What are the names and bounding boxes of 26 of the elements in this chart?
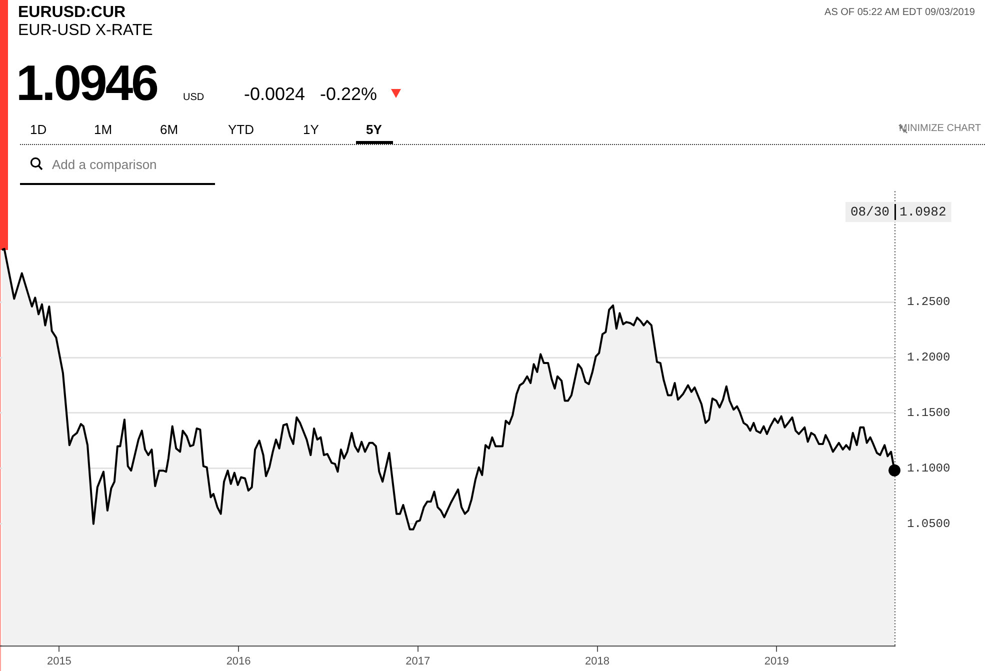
x-tick-label: 2018	[585, 655, 610, 668]
text: MINIMIZE CHART	[898, 123, 981, 134]
text: YTD	[228, 122, 254, 137]
text: 1D	[30, 122, 47, 137]
x-tick-label: 2016	[226, 655, 251, 668]
text: 6M	[160, 122, 178, 137]
y-tick-label: 1.2000	[907, 350, 950, 365]
y-tick-label: 1.1000	[907, 462, 950, 476]
chart-subtitle: EUR-USD X-RATE	[18, 22, 153, 40]
text: AS OF 05:22 AM EDT 09/03/2019	[824, 7, 975, 18]
x-tick-label: 2017	[406, 655, 430, 668]
text: 1.0946	[16, 54, 157, 112]
y-tick-label: 1.1500	[907, 406, 950, 420]
x-tick-label: 2019	[764, 655, 789, 668]
y-tick-label: 1.0500	[907, 517, 950, 532]
chart-title: EURUSD:CUR	[18, 4, 126, 22]
text: 1M	[94, 122, 112, 137]
annotation: 08/30 1.0982	[850, 204, 946, 220]
text: -0.0024	[244, 84, 306, 105]
text: -0.22%	[320, 84, 378, 105]
text: USD	[183, 92, 204, 103]
text: 5Y	[366, 122, 382, 137]
text: 1Y	[303, 122, 319, 137]
y-tick-label: 1.2500	[907, 295, 950, 310]
text: Add a comparison	[52, 157, 157, 172]
x-tick-label: 2015	[46, 655, 72, 668]
